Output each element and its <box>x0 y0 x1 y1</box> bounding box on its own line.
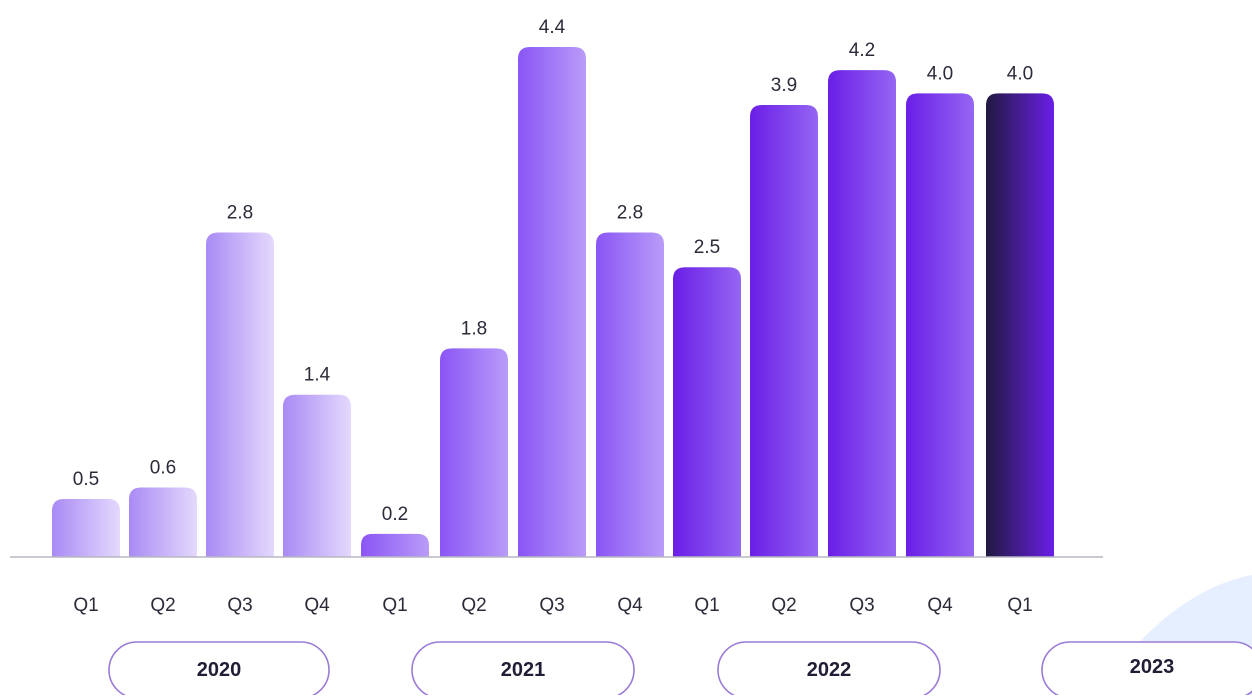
x-tick-label: Q2 <box>771 595 796 616</box>
x-tick-label: Q2 <box>150 595 175 616</box>
bar-10 <box>828 70 896 557</box>
x-tick-label: Q4 <box>617 595 643 616</box>
bar-value-label: 4.0 <box>927 63 953 84</box>
bar-1 <box>129 487 197 557</box>
x-tick-label: Q1 <box>382 595 407 616</box>
bar-value-label: 1.4 <box>304 365 331 386</box>
bar-value-label: 2.8 <box>227 202 253 223</box>
x-tick-label: Q1 <box>1007 595 1032 616</box>
x-tick-label: Q1 <box>73 595 98 616</box>
bar-7 <box>596 232 664 558</box>
x-tick-label: Q4 <box>304 595 330 616</box>
bar-8 <box>673 267 741 557</box>
bar-12 <box>986 93 1054 557</box>
bar-0 <box>52 499 120 557</box>
bar-5 <box>440 348 508 557</box>
year-group-label: 2023 <box>1130 656 1175 678</box>
year-group-label: 2020 <box>197 659 242 681</box>
bar-value-label: 4.4 <box>539 17 566 38</box>
bar-6 <box>518 47 586 557</box>
bar-value-label: 2.5 <box>694 237 720 258</box>
bar-value-label: 4.0 <box>1007 63 1033 84</box>
year-group-label: 2022 <box>807 659 852 681</box>
year-group-label: 2021 <box>501 659 546 681</box>
bar-value-label: 3.9 <box>771 75 797 96</box>
x-tick-label: Q3 <box>227 595 252 616</box>
bar-2 <box>206 232 274 558</box>
bar-value-label: 2.8 <box>617 202 643 223</box>
bar-value-label: 0.6 <box>150 457 176 478</box>
x-tick-label: Q2 <box>461 595 486 616</box>
bar-11 <box>906 93 974 557</box>
bar-value-label: 0.5 <box>73 469 99 490</box>
x-tick-label: Q3 <box>849 595 874 616</box>
bar-4 <box>361 533 429 557</box>
bar-value-label: 4.2 <box>849 40 875 61</box>
x-tick-label: Q3 <box>539 595 564 616</box>
bar-value-label: 1.8 <box>461 318 487 339</box>
bar-3 <box>283 394 351 557</box>
bar-value-label: 0.2 <box>382 504 408 525</box>
bar-9 <box>750 104 818 558</box>
x-tick-label: Q4 <box>927 595 953 616</box>
x-tick-label: Q1 <box>694 595 719 616</box>
